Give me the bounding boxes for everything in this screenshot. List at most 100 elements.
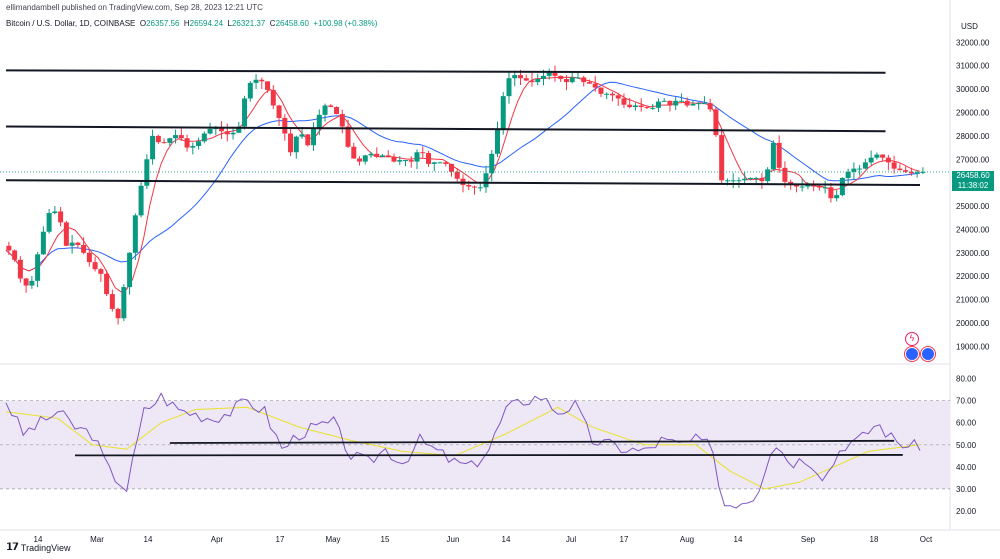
candle-body [109,294,115,309]
candle-body [701,103,707,105]
time-tick-label: 15 [381,535,390,544]
time-tick-label: Jul [566,535,576,544]
ma-slow-line [5,81,921,272]
candle-body [391,156,397,162]
time-tick-label: 14 [502,535,511,544]
candle-body [489,153,495,174]
price-tick-label: 23000.00 [956,249,990,258]
rsi-line [5,392,921,509]
candle-body [115,308,121,319]
candle-body [196,141,202,147]
candle-body [230,132,236,135]
candle-body [483,173,489,188]
candle-body [719,135,725,181]
candle-body [730,180,736,182]
open-label: O [139,19,147,28]
candle-body [288,133,294,153]
candle-body [667,100,673,106]
candle-body [862,162,868,169]
candle-body [345,126,351,147]
candle-body [259,79,265,82]
candle-body [834,195,840,199]
close-value: 26458.60 [275,19,309,28]
time-tick-label: 18 [870,535,879,544]
support-resistance-line [5,125,886,133]
close-label: C [269,19,276,28]
candle-body [426,153,432,164]
time-tick-label: 14 [34,535,43,544]
candle-body [609,93,615,96]
candle-body [316,114,322,129]
candle-body [144,159,150,186]
candle-body [535,78,541,83]
candle-body [276,105,282,118]
candle-body [81,244,87,253]
candle-body [414,152,420,162]
candle-body [351,146,357,159]
candle-body [86,252,92,263]
candle-body [17,259,23,279]
candle-body [374,153,380,157]
candle-body [219,128,225,132]
candle-body [98,269,104,274]
candle-body [885,157,891,163]
candle-body [69,242,75,246]
candle-body [104,273,110,295]
candle-body [736,180,742,182]
candle-body [851,168,857,172]
time-tick-label: Mar [90,535,104,544]
candle-body [673,100,679,106]
candle-body [581,77,587,83]
candle-body [253,79,259,83]
candle-body [724,180,730,182]
candle-body [604,93,610,95]
rsi-tick-label: 40.00 [956,463,977,472]
candle-body [811,184,817,187]
candle-body [638,105,644,108]
candle-body [529,80,535,83]
candle-body [569,77,575,83]
price-tick-label: 31000.00 [956,62,990,71]
candle-body [765,169,771,182]
candle-body [132,215,138,253]
candle-body [747,177,753,179]
candle-body [644,107,650,109]
candle-body [615,95,621,99]
candle-body [236,126,242,133]
candle-body [897,168,903,171]
candle-body [759,177,765,182]
rsi-tick-label: 60.00 [956,419,977,428]
tradingview-mark-icon: 𝟭𝟳 [6,542,19,553]
price-tick-label: 28000.00 [956,132,990,141]
candle-body [661,100,667,102]
price-tick-label: 20000.00 [956,319,990,328]
rsi-trend-line [169,439,895,444]
candle-body [161,142,167,144]
price-tick-label: 19000.00 [956,342,990,351]
price-tick-label: 27000.00 [956,155,990,164]
candle-body [782,167,788,182]
candle-body [655,101,661,108]
candle-body [632,105,638,108]
time-tick-label: Sep [801,535,816,544]
flag-icon[interactable] [921,347,935,361]
candle-body [454,171,460,179]
candle-body [322,105,328,115]
candle-body [805,184,811,187]
time-tick-label: 17 [620,535,629,544]
candle-body [494,128,500,154]
flag-icon[interactable] [905,347,919,361]
candle-body [334,107,340,115]
time-tick-label: 14 [144,535,153,544]
candle-body [914,172,920,174]
lightning-icon[interactable]: ϟ [905,332,919,346]
candle-body [173,135,179,139]
candle-body [678,100,684,102]
candle-body [431,162,437,164]
candle-body [138,185,144,216]
candle-body [155,135,161,143]
candle-body [500,96,506,129]
candle-body [127,252,133,288]
candle-body [627,104,633,108]
